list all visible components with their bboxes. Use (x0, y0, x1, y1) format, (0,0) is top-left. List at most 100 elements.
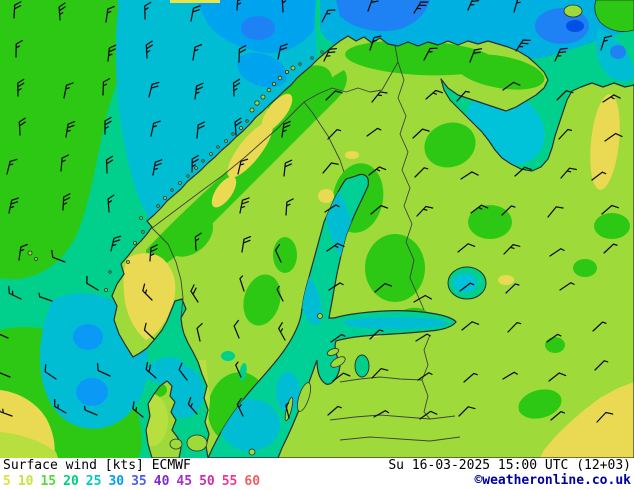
wind-barb (54, 398, 67, 414)
wind-barb (278, 322, 286, 341)
wind-barb (62, 193, 71, 211)
wind-barb (110, 235, 122, 252)
wind-barb (323, 47, 338, 62)
wind-barb (369, 35, 382, 51)
scale-value-30: 30 (108, 474, 125, 489)
green-patch (455, 54, 545, 90)
sea-blue-spot-2 (76, 378, 108, 406)
wind-barb (325, 90, 343, 101)
cyan-baltic-mid (276, 372, 300, 412)
wind-barb (416, 205, 434, 217)
wind-barb (235, 361, 242, 378)
country-borders (151, 45, 461, 442)
wind-barb (371, 368, 389, 379)
wind-barb (414, 167, 429, 178)
wind-barb (194, 232, 202, 251)
scale-value-55: 55 (221, 474, 238, 489)
scale-value-15: 15 (40, 474, 57, 489)
sea-sky-spur (236, 52, 288, 88)
wind-barb (194, 82, 204, 100)
yellow-patch (227, 122, 273, 178)
wind-barb (233, 319, 240, 339)
wind-barb (324, 204, 340, 213)
scale-value-35: 35 (131, 474, 147, 489)
sea-green-northwest (0, 0, 152, 280)
lake-peipus (354, 354, 370, 378)
lake-ladoga-core (453, 273, 477, 293)
wind-barb (463, 372, 478, 383)
wind-barb (457, 243, 476, 253)
wind-barb (469, 48, 483, 63)
lakes (221, 266, 487, 381)
wind-barb (547, 206, 564, 218)
yellow-patch (261, 93, 293, 131)
wind-barb (604, 132, 623, 142)
map-title: Surface wind [kts] ECMWF (3, 458, 191, 473)
norwegian-skerries (27, 50, 324, 292)
wind-barb (558, 128, 573, 140)
wind-barb (13, 1, 22, 19)
wind-barb (236, 0, 245, 11)
wind-barb (501, 205, 516, 216)
wind-barb (191, 154, 199, 173)
wind-barb (102, 78, 111, 96)
wind-barb (549, 248, 565, 257)
wind-barb (371, 91, 388, 103)
scale-value-45: 45 (176, 474, 193, 489)
wind-barb (514, 166, 532, 177)
wind-barb (238, 45, 247, 63)
wind-barb (281, 120, 291, 138)
wind-barb (144, 1, 152, 20)
yellow-patch (211, 176, 237, 208)
wind-barb (187, 396, 198, 415)
yellow-patch (318, 189, 334, 203)
wind-barb (507, 322, 522, 333)
scale-value-50: 50 (199, 474, 215, 489)
wind-barb (285, 198, 294, 216)
wind-barb (548, 372, 567, 382)
wind-barb (374, 283, 393, 293)
copyright-link[interactable]: ©weatheronline.co.uk (474, 473, 631, 488)
wind-barb (603, 243, 618, 254)
wind-barb (556, 90, 574, 101)
wind-barb (600, 35, 613, 51)
island-zealand (186, 434, 208, 452)
wind-barb (368, 166, 387, 176)
legend-bar: Surface wind [kts] ECMWF 5 10 15 20 25 30 35 40… (0, 458, 634, 490)
green-patch (518, 389, 562, 419)
wind-barb (502, 371, 518, 380)
wind-barb (460, 171, 479, 180)
wind-barb (373, 410, 390, 418)
wind-barb (285, 402, 290, 419)
island-kolguev (563, 4, 583, 18)
wind-barb (192, 44, 203, 61)
green-patch (468, 205, 512, 239)
wind-barb (515, 39, 531, 52)
wind-barb (559, 282, 575, 291)
islands (27, 0, 634, 456)
wind-barb (283, 159, 293, 177)
wind-barb (18, 243, 28, 261)
wind-barb (38, 292, 53, 302)
wind-barb (18, 117, 26, 136)
wind-barb (423, 47, 438, 61)
wind-barb (328, 282, 344, 291)
wind-barb (51, 249, 66, 263)
wind-barb (105, 155, 114, 174)
island-bornholm (248, 448, 256, 456)
wind-barb (132, 401, 144, 418)
yellow-southeast (540, 382, 634, 458)
wind-barb (58, 2, 66, 21)
wind-barb (96, 362, 111, 377)
wind-speed-scale: 5 10 15 20 25 30 35 40 45 50 55 60 (3, 474, 260, 489)
wind-barb (145, 40, 153, 59)
wind-barb (467, 0, 481, 11)
wind-barb (456, 90, 470, 102)
land-northeast-corner (594, 0, 634, 32)
wind-barb (60, 154, 70, 172)
green-patch (424, 122, 476, 168)
yellow-patch (345, 151, 359, 159)
wind-barb (234, 117, 242, 136)
wind-barb (413, 1, 429, 14)
